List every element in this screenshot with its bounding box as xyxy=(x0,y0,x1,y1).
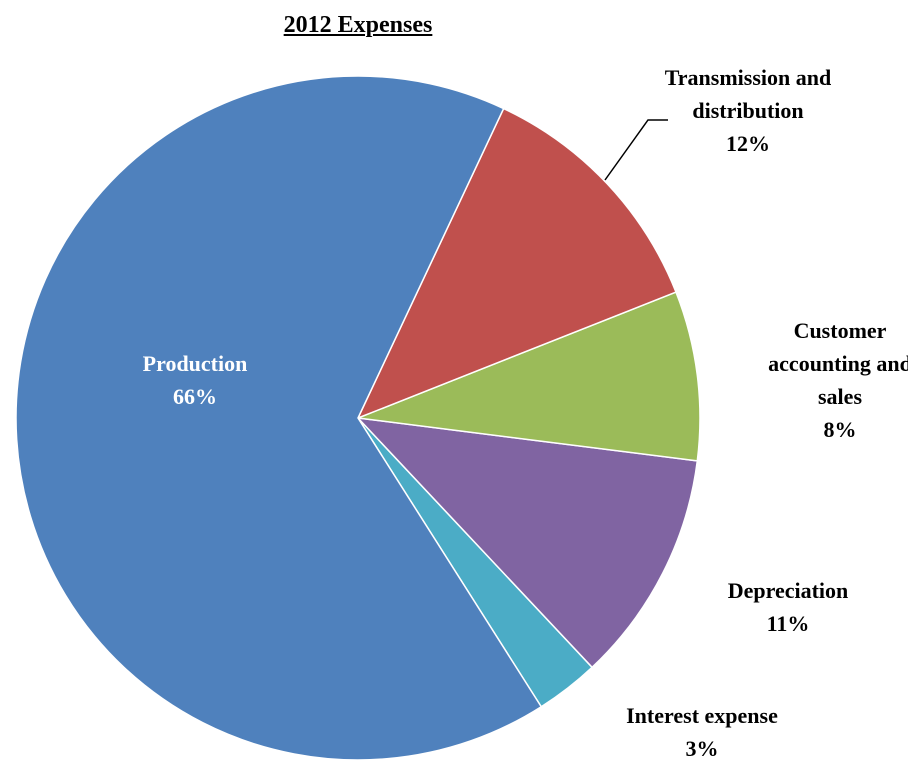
value-label: 11% xyxy=(766,611,810,636)
chart-title: 2012 Expenses xyxy=(283,12,433,38)
leader-line xyxy=(604,119,668,181)
pie-slice xyxy=(356,416,699,669)
slice-label: Customer accounting and sales 8% xyxy=(765,314,908,446)
pie-slice xyxy=(357,291,701,462)
category-label: Interest expense xyxy=(626,703,778,728)
value-label: 12% xyxy=(726,131,770,156)
slice-label: Interest expense 3% xyxy=(587,699,817,765)
category-label: Production xyxy=(142,351,248,376)
category-label: Transmission and distribution xyxy=(664,65,832,123)
slice-label: Production 66% xyxy=(105,347,285,413)
value-label: 66% xyxy=(173,384,217,409)
slice-label: Depreciation 11% xyxy=(688,574,888,640)
slice-label: Transmission and distribution 12% xyxy=(648,61,848,160)
category-label: Depreciation xyxy=(727,578,849,603)
category-label: Customer accounting and sales xyxy=(768,318,908,409)
pie-slice xyxy=(15,75,543,761)
value-label: 8% xyxy=(823,417,857,442)
pie-slice xyxy=(356,107,677,420)
value-label: 3% xyxy=(685,736,719,761)
